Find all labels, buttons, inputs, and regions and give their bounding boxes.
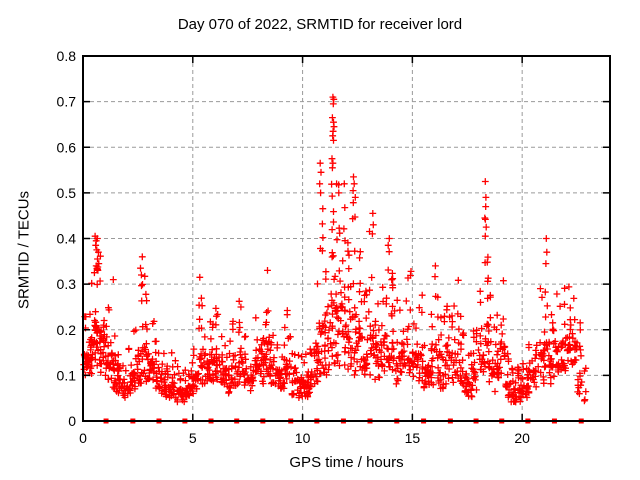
x-tick-label: 20	[514, 430, 530, 446]
y-tick-label: 0.2	[57, 322, 77, 338]
scatter-series	[80, 93, 590, 406]
y-tick-label: 0.8	[57, 48, 77, 64]
x-tick-label: 15	[405, 430, 421, 446]
y-tick-label: 0.3	[57, 276, 77, 292]
x-tick-label: 5	[189, 430, 197, 446]
x-axis-label: GPS time / hours	[289, 454, 404, 471]
y-tick-label: 0	[68, 413, 76, 429]
y-tick-label: 0.5	[57, 185, 77, 201]
y-tick-label: 0.7	[57, 94, 77, 110]
chart-title: Day 070 of 2022, SRMTID for receiver lor…	[177, 16, 463, 33]
x-tick-label: 0	[79, 430, 87, 446]
y-tick-label: 0.1	[57, 367, 77, 383]
x-tick-label: 10	[295, 430, 311, 446]
y-axis-label: SRMTID / TECUs	[15, 190, 33, 310]
y-tick-label: 0.6	[57, 139, 77, 155]
y-tick-label: 0.4	[57, 231, 77, 247]
